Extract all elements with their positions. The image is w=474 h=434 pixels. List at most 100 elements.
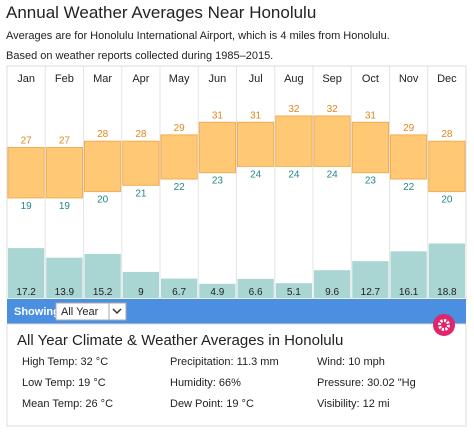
temperature-bar — [7, 147, 45, 199]
precipitation-bar — [390, 251, 427, 298]
item-label: Wind: — [317, 356, 345, 368]
item-value: 19 °C — [78, 377, 106, 389]
item-label: High Temp: — [22, 356, 77, 368]
subtitle: Based on weather reports collected durin… — [6, 50, 273, 62]
precipitation-label: 6.6 — [249, 287, 263, 298]
temperature-bar — [45, 147, 83, 199]
precipitation-bar — [46, 257, 83, 298]
low-label: 22 — [403, 182, 415, 193]
item-value: 11.3 mm — [237, 356, 279, 368]
temperature-bar — [160, 134, 198, 180]
month-label: Sep — [322, 73, 342, 85]
month-label: Mar — [93, 73, 112, 85]
summary-item: Precipitation: 11.3 mm — [170, 356, 279, 368]
low-label: 23 — [365, 176, 377, 187]
precipitation-label: 9.6 — [325, 287, 339, 298]
month-label: Aug — [284, 73, 304, 85]
high-label: 28 — [441, 129, 453, 140]
precipitation-bar — [199, 283, 236, 298]
temperature-bar — [390, 134, 428, 180]
high-label: 29 — [403, 123, 415, 134]
item-value: 26 °C — [85, 398, 113, 410]
summary-items: High Temp: 32 °C Precipitation: 11.3 mm Wi… — [22, 356, 416, 410]
summary-item: High Temp: 32 °C — [22, 356, 108, 368]
precipitation-label: 9 — [138, 287, 144, 298]
precipitation-bar — [237, 278, 274, 298]
precipitation-label: 17.2 — [16, 287, 36, 298]
precipitation-label: 13.9 — [55, 287, 75, 298]
precipitation-label: 5.1 — [287, 287, 301, 298]
precipitation-bar — [428, 243, 465, 298]
item-label: Dew Point: — [170, 398, 223, 410]
precipitation-bar — [275, 283, 312, 298]
temperature-bar — [122, 140, 160, 186]
month-label: Apr — [132, 73, 149, 85]
summary-item: Mean Temp: 26 °C — [22, 398, 113, 410]
temperature-bar — [313, 115, 351, 167]
gear-icon — [438, 319, 450, 331]
precipitation-bar — [161, 278, 198, 298]
item-value: 12 mi — [363, 398, 390, 410]
summary-item: Visibility: 12 mi — [317, 398, 390, 410]
month-label: Jun — [209, 73, 227, 85]
summary-box — [6, 323, 467, 427]
gear-hole — [442, 323, 446, 327]
summary-title: All Year Climate & Weather Averages in H… — [17, 332, 343, 349]
item-value: 19 °C — [226, 398, 254, 410]
precipitation-label: 16.1 — [399, 287, 419, 298]
high-label: 28 — [135, 129, 147, 140]
item-label: Humidity: — [170, 377, 216, 389]
high-label: 29 — [174, 123, 186, 134]
low-label: 24 — [250, 169, 262, 180]
precipitation-label: 15.2 — [93, 287, 113, 298]
temperature-bar — [198, 121, 236, 174]
showing-label: Showing: — [14, 306, 64, 318]
precipitation-label: 6.7 — [172, 287, 186, 298]
chart: Jan 27 19 17.2 Feb 27 19 13.9 Mar 28 20 15.2 Apr 28 21… — [7, 66, 466, 299]
select-value[interactable]: All Year — [61, 306, 99, 318]
high-label: 32 — [288, 104, 300, 115]
item-value: 32 °C — [81, 356, 109, 368]
month-label: Nov — [399, 73, 419, 85]
summary-item: Dew Point: 19 °C — [170, 398, 254, 410]
item-value: 66% — [219, 377, 241, 389]
item-label: Precipitation: — [170, 356, 234, 368]
low-label: 24 — [288, 169, 300, 180]
high-label: 28 — [97, 129, 109, 140]
low-label: 22 — [174, 182, 186, 193]
item-label: Visibility: — [317, 398, 360, 410]
temperature-bar — [428, 140, 466, 193]
low-label: 19 — [59, 201, 71, 212]
month-label: Oct — [362, 73, 379, 85]
low-label: 24 — [327, 169, 339, 180]
summary-item: Wind: 10 mph — [317, 356, 385, 368]
item-label: Low Temp: — [22, 377, 75, 389]
select-arrow — [112, 308, 122, 315]
subtitle: Averages are for Honolulu International … — [6, 30, 390, 42]
settings-button[interactable] — [433, 314, 455, 336]
low-label: 19 — [21, 201, 33, 212]
temperature-bar — [237, 121, 275, 167]
summary-item: Pressure: 30.02 "Hg — [317, 377, 416, 389]
high-label: 31 — [250, 110, 262, 121]
month-label: Jan — [17, 73, 35, 85]
high-label: 27 — [21, 136, 33, 147]
high-label: 31 — [365, 110, 377, 121]
low-label: 21 — [135, 188, 147, 199]
summary-item: Humidity: 66% — [170, 377, 241, 389]
temperature-bar — [275, 115, 313, 167]
period-select[interactable]: All Year — [55, 302, 127, 321]
month-label: Dec — [437, 73, 457, 85]
low-label: 23 — [212, 176, 224, 187]
precipitation-label: 4.9 — [210, 287, 224, 298]
item-value: 30.02 "Hg — [367, 377, 416, 389]
high-label: 32 — [327, 104, 339, 115]
precipitation-bar — [314, 270, 351, 298]
summary-item: Low Temp: 19 °C — [22, 377, 106, 389]
item-value: 10 mph — [348, 356, 385, 368]
temperature-bar — [351, 121, 389, 174]
precipitation-bar — [84, 253, 121, 298]
precipitation-label: 12.7 — [361, 287, 381, 298]
month-label: Feb — [55, 73, 74, 85]
